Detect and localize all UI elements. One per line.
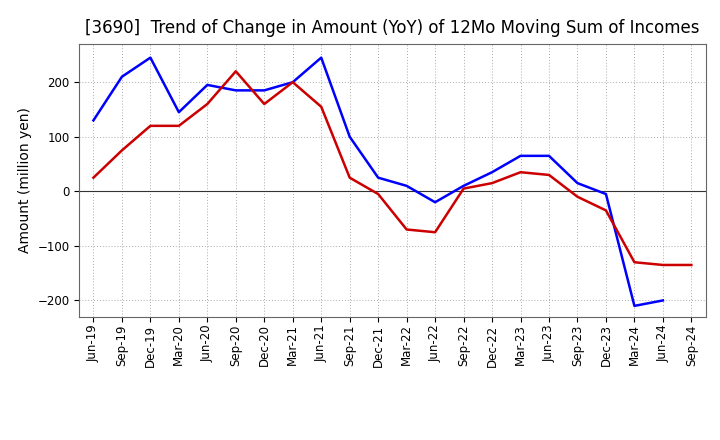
Net Income: [346, 175, 354, 180]
Ordinary Income: [260, 88, 269, 93]
Net Income: [260, 101, 269, 106]
Ordinary Income: [487, 169, 496, 175]
Net Income: [487, 180, 496, 186]
Net Income: [659, 262, 667, 268]
Y-axis label: Amount (million yen): Amount (million yen): [18, 107, 32, 253]
Net Income: [203, 101, 212, 106]
Net Income: [402, 227, 411, 232]
Title: [3690]  Trend of Change in Amount (YoY) of 12Mo Moving Sum of Incomes: [3690] Trend of Change in Amount (YoY) o…: [85, 19, 700, 37]
Net Income: [89, 175, 98, 180]
Ordinary Income: [573, 180, 582, 186]
Net Income: [602, 208, 611, 213]
Net Income: [146, 123, 155, 128]
Ordinary Income: [289, 80, 297, 85]
Ordinary Income: [374, 175, 382, 180]
Net Income: [431, 230, 439, 235]
Ordinary Income: [630, 303, 639, 308]
Ordinary Income: [174, 110, 183, 115]
Ordinary Income: [203, 82, 212, 88]
Ordinary Income: [146, 55, 155, 60]
Net Income: [545, 172, 554, 178]
Ordinary Income: [659, 298, 667, 303]
Net Income: [232, 69, 240, 74]
Line: Ordinary Income: Ordinary Income: [94, 58, 663, 306]
Ordinary Income: [459, 183, 468, 188]
Ordinary Income: [232, 88, 240, 93]
Ordinary Income: [346, 134, 354, 139]
Net Income: [289, 80, 297, 85]
Ordinary Income: [89, 118, 98, 123]
Net Income: [630, 260, 639, 265]
Ordinary Income: [516, 153, 525, 158]
Net Income: [317, 104, 325, 110]
Net Income: [687, 262, 696, 268]
Net Income: [374, 191, 382, 197]
Net Income: [516, 169, 525, 175]
Net Income: [117, 148, 126, 153]
Line: Net Income: Net Income: [94, 71, 691, 265]
Ordinary Income: [402, 183, 411, 188]
Ordinary Income: [117, 74, 126, 79]
Ordinary Income: [317, 55, 325, 60]
Net Income: [459, 186, 468, 191]
Ordinary Income: [545, 153, 554, 158]
Ordinary Income: [602, 191, 611, 197]
Ordinary Income: [431, 200, 439, 205]
Net Income: [174, 123, 183, 128]
Net Income: [573, 194, 582, 199]
